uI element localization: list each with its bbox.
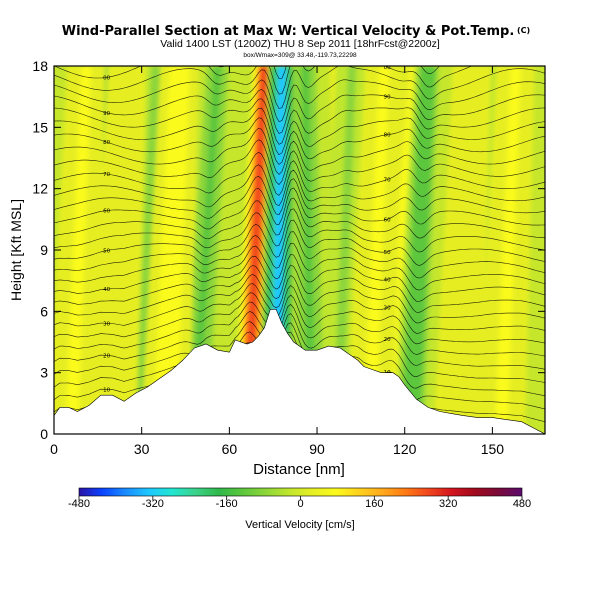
x-axis: 0 30 60 90 120 150 — [50, 66, 504, 457]
contour-label: 40 — [384, 278, 391, 284]
contour-label: 60 — [103, 209, 110, 215]
plot-area: 1010202030304040505060607070808090900000 — [54, 65, 545, 434]
downdraft-band — [405, 66, 432, 434]
theta-contour — [54, 151, 545, 196]
downdraft-band — [301, 66, 316, 434]
contour-label: 70 — [384, 178, 391, 184]
contour-label: 30 — [103, 321, 110, 327]
updraft-band — [363, 66, 390, 434]
theta-contour — [54, 208, 545, 253]
y-axis: 0 3 6 9 12 15 18 — [32, 58, 545, 442]
contour-label: 20 — [103, 354, 110, 360]
y-tick-label: 18 — [32, 58, 48, 74]
colorbar-tick-label: 320 — [439, 498, 457, 510]
theta-contour — [54, 117, 545, 165]
x-tick-label: 60 — [222, 441, 238, 457]
colorbar-ticks: -480 -320 -160 0 160 320 480 — [68, 496, 531, 510]
contour-label: 40 — [103, 287, 110, 293]
contour-label: 50 — [384, 250, 391, 256]
y-tick-label: 0 — [40, 426, 48, 442]
theta-contour — [54, 127, 545, 175]
downdraft-band — [332, 66, 357, 434]
x-tick-label: 150 — [481, 441, 505, 457]
theta-contour — [54, 66, 473, 95]
theta-contour — [54, 301, 545, 357]
title-mark: (C) — [517, 26, 530, 35]
chart-subtitle-2: box/Wmax=309@ 33.48,-119.73,22298 — [243, 52, 357, 59]
contour-label: 30 — [384, 306, 391, 312]
contour-label: 20 — [384, 337, 391, 343]
y-tick-label: 15 — [32, 119, 48, 135]
colorbar-tick-label: -320 — [142, 498, 164, 510]
y-tick-label: 3 — [40, 365, 48, 381]
theta-contour — [54, 283, 545, 334]
contour-label: 70 — [103, 172, 110, 178]
theta-contour — [54, 107, 545, 156]
colorbar-tick-label: -160 — [216, 498, 238, 510]
theta-contour — [86, 66, 440, 79]
contour-label: 60 — [384, 217, 391, 223]
theta-contour — [54, 274, 545, 324]
theta-contour — [54, 253, 545, 302]
contour-label: 90 — [384, 94, 391, 100]
y-axis-label: Height [Kft MSL] — [8, 199, 24, 301]
colorbar: -480 -320 -160 0 160 320 480 — [68, 487, 531, 510]
updraft-band — [65, 66, 92, 434]
theta-contour — [54, 311, 545, 370]
theta-contour — [54, 98, 545, 145]
theta-contour — [54, 321, 545, 383]
contour-label: 00 — [384, 65, 391, 71]
theta-contour — [54, 79, 545, 122]
contour-label: 90 — [103, 111, 110, 117]
contour-label: 10 — [103, 387, 110, 393]
colorbar-tick-label: 480 — [513, 498, 531, 510]
colorbar-tick-label: 160 — [365, 498, 383, 510]
x-tick-label: 120 — [393, 441, 417, 457]
theta-contour — [54, 187, 545, 230]
updraft-band — [158, 66, 185, 434]
colorbar-tick-label: -480 — [68, 498, 90, 510]
contour-label: 00 — [103, 75, 110, 81]
theta-contour — [54, 231, 545, 279]
y-tick-label: 12 — [32, 181, 48, 197]
contour-label: 80 — [384, 133, 391, 139]
x-tick-label: 90 — [309, 441, 325, 457]
contour-label: 50 — [103, 249, 110, 255]
y-tick-label: 6 — [40, 303, 48, 319]
updraft-band — [243, 66, 268, 434]
theta-contour — [54, 219, 545, 266]
theta-contour — [54, 197, 545, 240]
updraft-band — [450, 66, 478, 434]
updraft-band — [494, 66, 521, 434]
chart-title: Wind-Parallel Section at Max W: Vertical… — [62, 24, 515, 39]
theta-contour — [54, 292, 545, 345]
colorbar-label: Vertical Velocity [cm/s] — [245, 519, 354, 531]
x-tick-label: 0 — [50, 441, 58, 457]
theta-contour — [54, 264, 545, 313]
chart-subtitle: Valid 1400 LST (1200Z) THU 8 Sep 2011 [1… — [160, 38, 440, 50]
terrain — [54, 309, 545, 434]
theta-contour — [54, 66, 545, 109]
x-axis-label: Distance [nm] — [253, 461, 345, 478]
downdraft-band — [189, 66, 222, 434]
colorbar-tick-label: 0 — [297, 498, 303, 510]
theta-contour — [54, 175, 545, 219]
theta-contour — [54, 242, 545, 291]
theta-contour — [54, 139, 545, 186]
theta-contour — [54, 164, 545, 208]
y-tick-label: 9 — [40, 242, 48, 258]
contour-label: 80 — [103, 140, 110, 146]
x-tick-label: 30 — [134, 441, 150, 457]
theta-contour — [54, 89, 545, 134]
